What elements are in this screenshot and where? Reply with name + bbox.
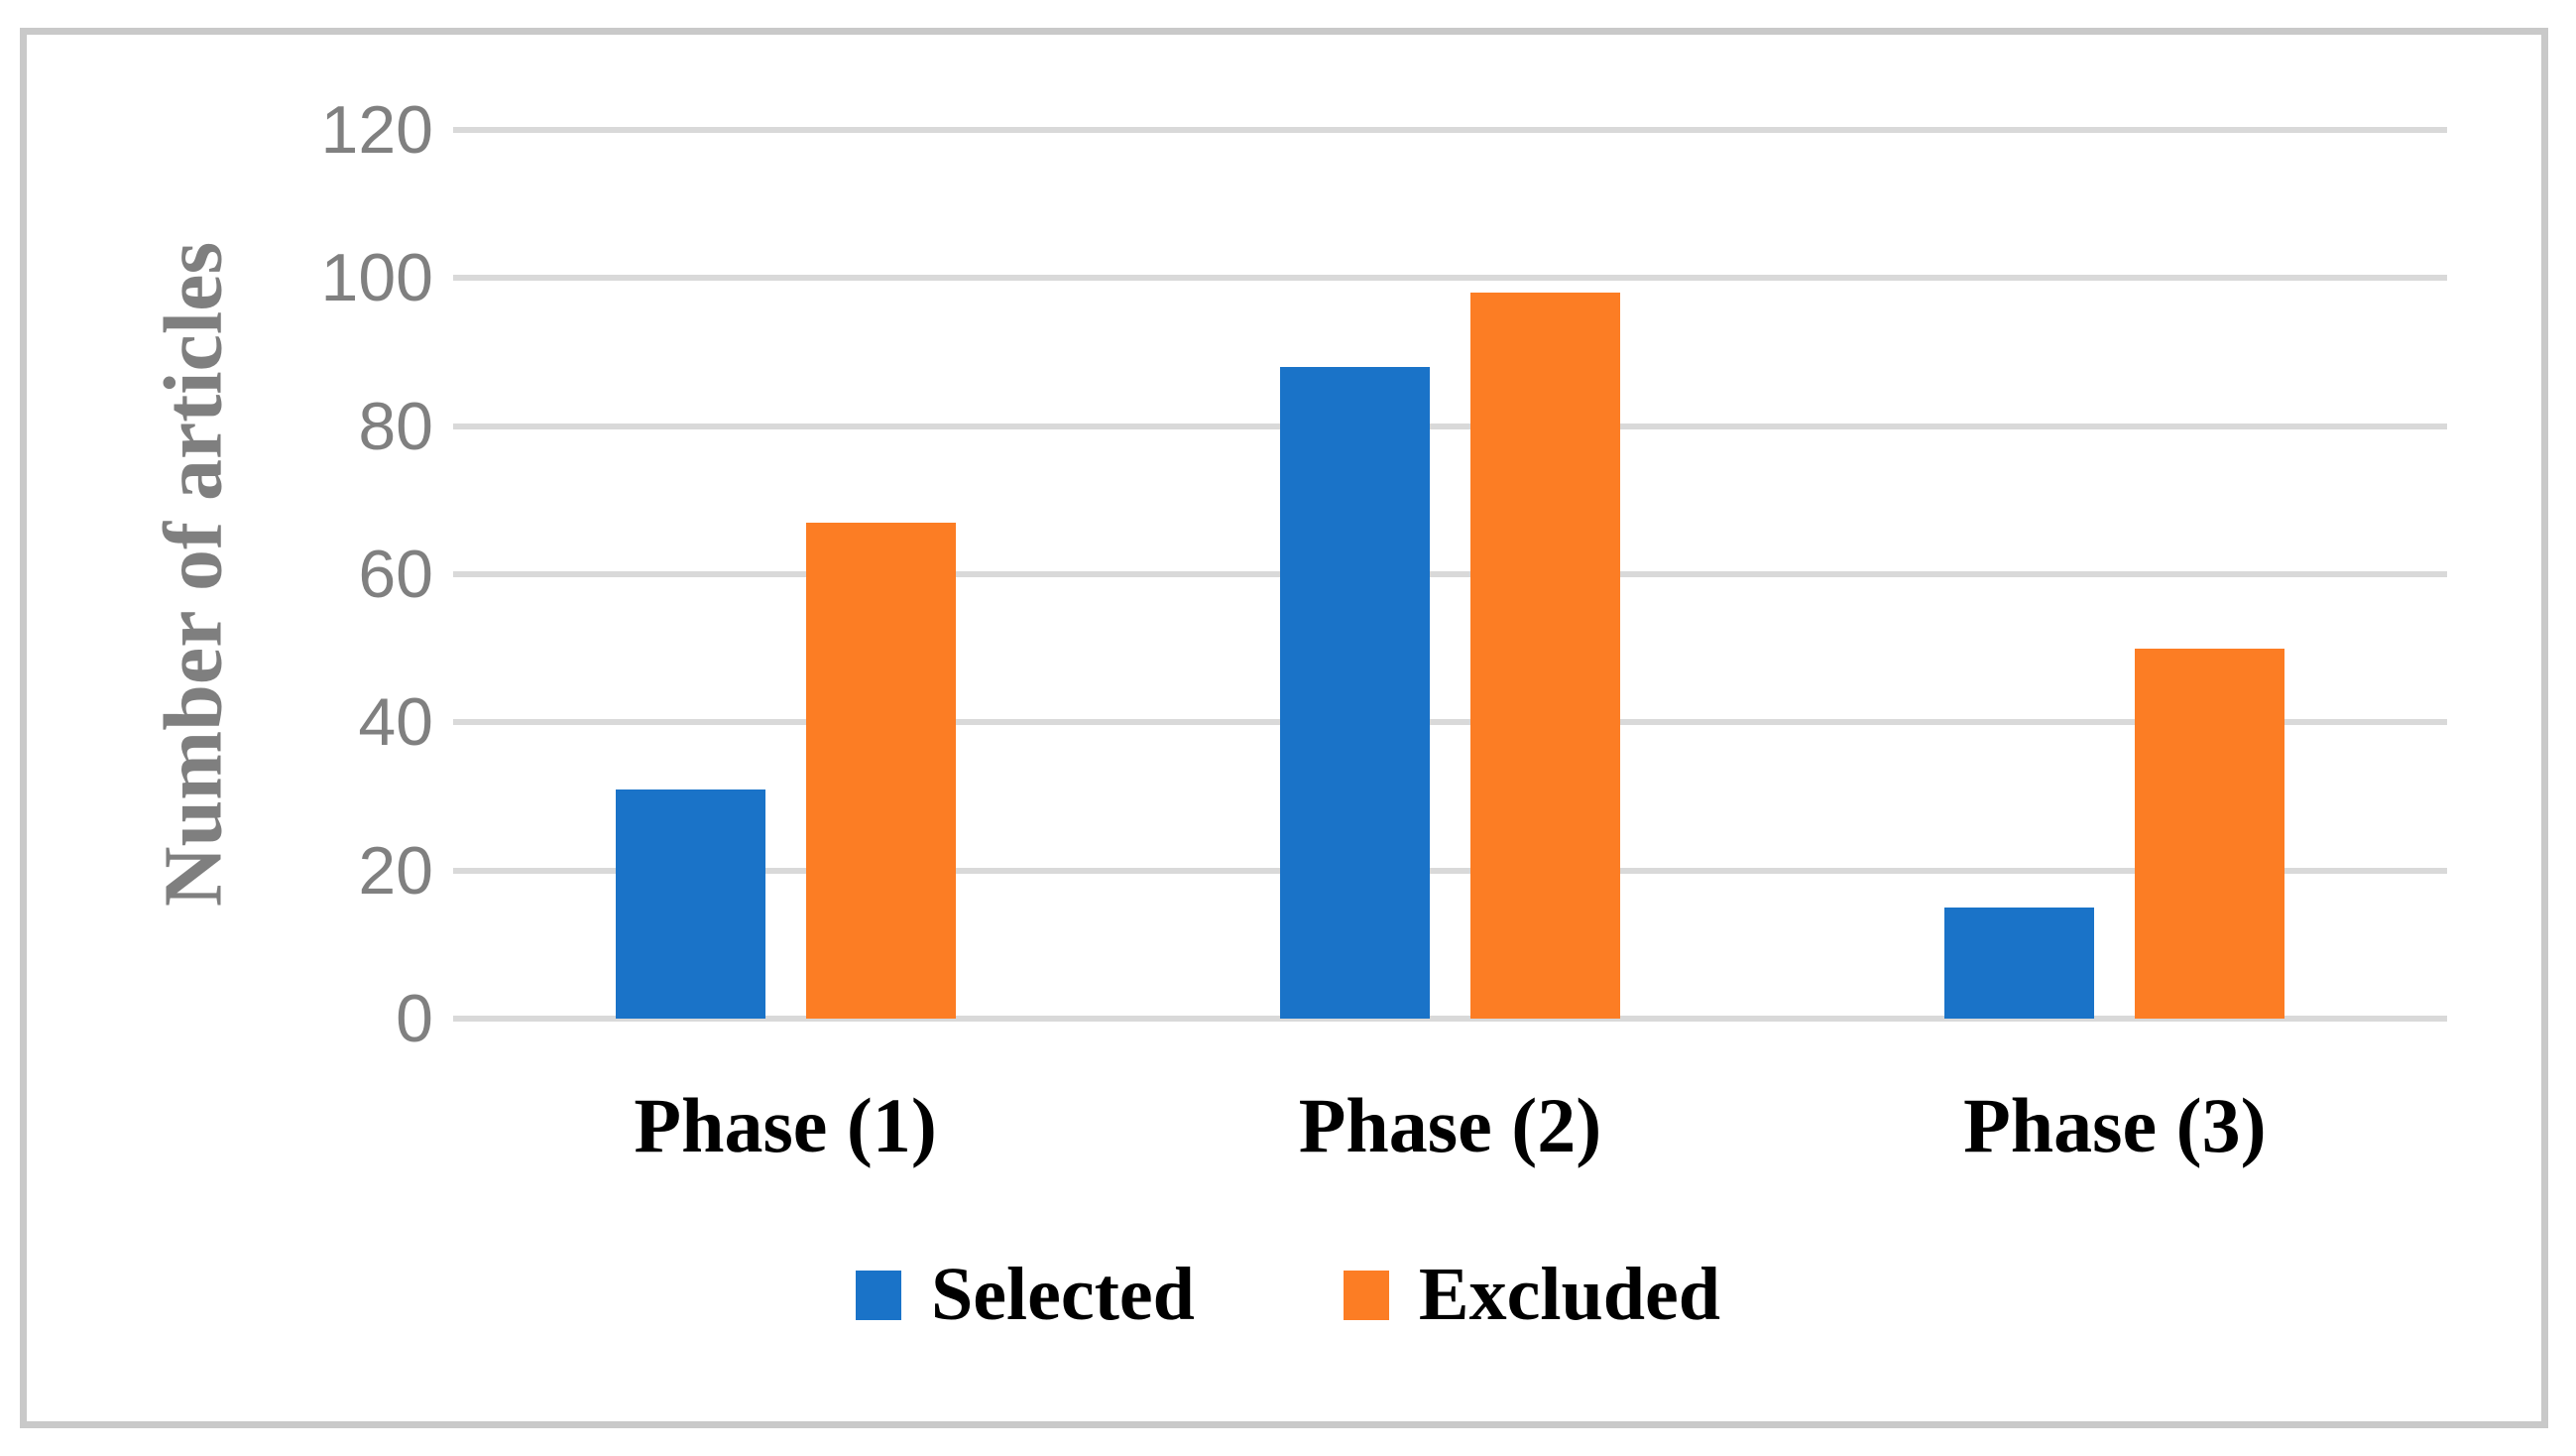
gridline-y-20 [453,867,2447,874]
legend-swatch-excluded [1343,1270,1389,1320]
y-tick-label-20: 20 [358,832,433,909]
y-tick-label-0: 0 [396,981,433,1056]
x-category-label-1: Phase (1) [634,1082,937,1168]
y-tick-label-40: 40 [358,684,433,761]
bar-excluded-phase-3 [2135,648,2285,1019]
bar-selected-phase-1 [615,789,765,1019]
gridline-y-40 [453,719,2447,726]
legend: Selected Excluded [0,1252,2576,1338]
legend-label-excluded: Excluded [1418,1253,1720,1336]
legend-label-selected: Selected [931,1253,1195,1336]
bar-excluded-phase-2 [1470,293,1620,1019]
y-tick-label-120: 120 [320,92,433,168]
plot-area [453,127,2447,1022]
legend-item-selected: Selected [856,1252,1195,1338]
y-tick-label-80: 80 [358,388,433,464]
gridline-y-120 [453,127,2447,133]
x-category-label-2: Phase (2) [1298,1082,1602,1168]
legend-swatch-selected [856,1270,902,1320]
bar-excluded-phase-1 [805,522,956,1019]
y-tick-label-100: 100 [320,240,433,316]
y-tick-label-60: 60 [358,537,433,612]
gridline-y-100 [453,275,2447,282]
bar-selected-phase-2 [1280,366,1430,1019]
gridline-y-60 [453,571,2447,577]
gridline-y-80 [453,423,2447,429]
bar-selected-phase-3 [1944,908,2095,1019]
legend-item-excluded: Excluded [1343,1252,1720,1338]
gridline-y-0 [453,1016,2447,1022]
x-category-label-3: Phase (3) [1963,1082,2267,1168]
